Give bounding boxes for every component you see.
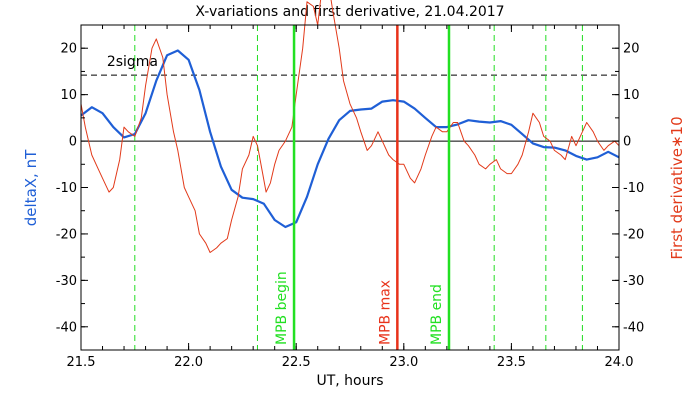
y-tick-label-right: -20: [623, 227, 644, 242]
x-tick-label: 22.0: [174, 355, 203, 370]
y-tick-label-left: 20: [60, 42, 77, 57]
y-tick-label-left: -10: [56, 181, 77, 196]
y-axis-label-right: First derivative∗10: [668, 116, 686, 259]
y-axis-label-left: deltaX, nT: [22, 149, 40, 226]
event-label: MPB max: [377, 280, 393, 345]
y-tick-label-left: 10: [60, 88, 77, 103]
x-tick-label: 23.5: [497, 355, 526, 370]
chart-title: X-variations and first derivative, 21.04…: [195, 4, 504, 20]
y-tick-label-right: -30: [623, 274, 644, 289]
y-tick-label-left: -20: [56, 227, 77, 242]
series-line-derivative: [80, 0, 620, 253]
y-tick-label-right: 0: [623, 135, 631, 150]
y-tick-label-left: -40: [56, 320, 77, 335]
y-tick-label-right: 10: [623, 88, 640, 103]
event-label: MPB begin: [274, 271, 290, 345]
event-label: MPB end: [429, 284, 445, 345]
x-tick-label: 21.5: [67, 355, 96, 370]
y-tick-label-left: -30: [56, 274, 77, 289]
series-line-deltax: [80, 49, 620, 229]
x-axis-label: UT, hours: [316, 373, 383, 389]
plot-layer: 2sigma MPB begin MPB max MPB end 21.5 22.0 22.…: [56, 0, 644, 370]
y-tick-label-right: 20: [623, 42, 640, 57]
y-tick-label-right: -40: [623, 320, 644, 335]
plot-frame: [80, 24, 620, 351]
sigma-label: 2sigma: [107, 54, 158, 70]
y-tick-label-right: -10: [623, 181, 644, 196]
y-tick-label-left: 0: [69, 135, 77, 150]
x-tick-label: 24.0: [605, 355, 634, 370]
x-tick-label: 22.5: [282, 355, 311, 370]
x-tick-label: 23.0: [389, 355, 418, 370]
